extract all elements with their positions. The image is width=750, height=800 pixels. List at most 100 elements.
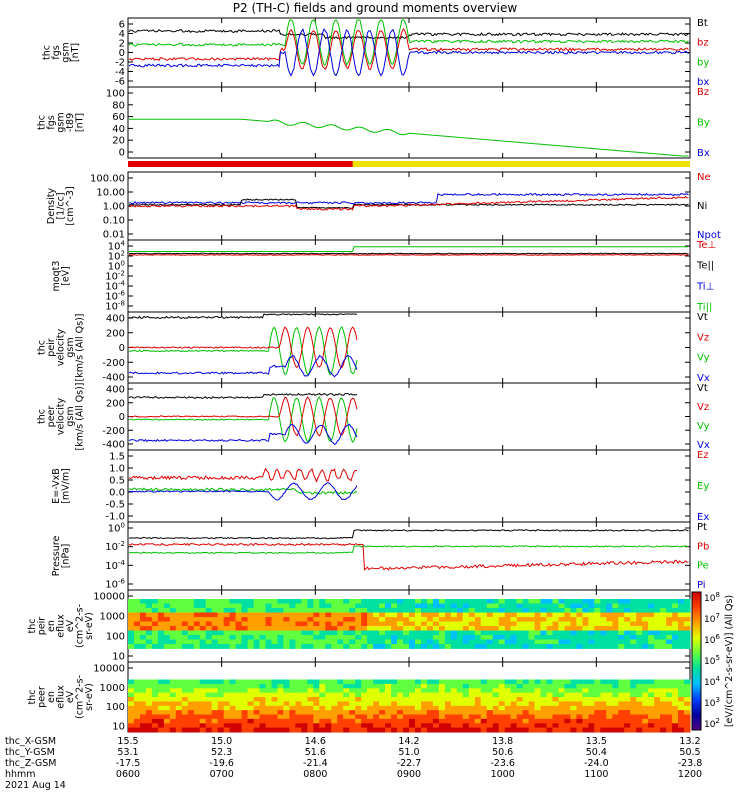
spectrogram-cell	[666, 644, 673, 649]
spectrogram-cell	[421, 603, 428, 609]
spectrogram-cell	[403, 599, 410, 604]
spectrogram-cell	[672, 635, 679, 640]
spectrogram-cell	[397, 603, 404, 609]
colorbar-tick-label: 102	[704, 717, 720, 730]
spectrogram-cell	[169, 644, 177, 649]
spectrogram-cell	[361, 621, 368, 627]
spectrogram-cell	[223, 644, 231, 649]
spectrogram-cell	[277, 608, 284, 613]
spectrogram-cell	[648, 701, 655, 707]
spectrogram-cell	[528, 630, 535, 636]
spectrogram-cell	[642, 621, 649, 627]
spectrogram-cell	[462, 705, 470, 711]
spectrogram-cell	[271, 679, 278, 685]
spectrogram-cell	[534, 599, 541, 604]
spectrogram-cell	[235, 608, 242, 613]
spectrogram-cell	[522, 621, 529, 627]
spectrogram-cell	[528, 621, 535, 627]
spectrogram-cell	[594, 701, 601, 707]
spectrogram-cell	[594, 621, 601, 627]
spectrogram-cell	[678, 626, 685, 631]
spectrogram-cell	[600, 644, 607, 649]
spectrogram-cell	[277, 683, 284, 689]
spectrogram-cell	[217, 603, 225, 609]
spectrogram-cell	[337, 626, 344, 631]
colorbar-tick-label: 108	[704, 591, 720, 604]
y-tick-label: 100	[106, 89, 125, 100]
spectrogram-cell	[140, 701, 147, 707]
spectrogram-cell	[140, 639, 147, 645]
spectrogram-cell	[134, 723, 141, 729]
spectrogram-cell	[265, 635, 272, 640]
spectrogram-cell	[403, 679, 410, 685]
spectrogram-cell	[241, 688, 248, 694]
spectrogram-cell	[474, 723, 482, 729]
spectrogram-cell	[397, 617, 404, 622]
spectrogram-cell	[301, 701, 308, 707]
spectrogram-cell	[444, 639, 452, 645]
spectrogram-cell	[247, 727, 254, 733]
spectrogram-cell	[438, 608, 446, 613]
spectrogram-cell	[301, 630, 308, 636]
spectrogram-cell	[313, 644, 320, 649]
spectrogram-cell	[295, 612, 302, 618]
spectrogram-cell	[187, 599, 195, 604]
spectrogram-cell	[684, 621, 691, 627]
spectrogram-cell	[367, 635, 374, 640]
page-title: P2 (TH-C) fields and ground moments over…	[232, 1, 518, 15]
spectrogram-cell	[564, 701, 571, 707]
spectrogram-cell	[528, 603, 535, 609]
spectrogram-cell	[612, 679, 619, 685]
spectrogram-cell	[582, 639, 589, 645]
spectrogram-cell	[385, 710, 392, 715]
spectrogram-cell	[373, 718, 380, 724]
spectrogram-cell	[421, 621, 428, 627]
spectrogram-cell	[498, 714, 506, 720]
spectrogram-cell	[462, 644, 470, 649]
spectrogram-cell	[325, 639, 332, 645]
spectrogram-cell	[546, 617, 553, 622]
spectrogram-cell	[349, 644, 356, 649]
spectrogram-cell	[403, 603, 410, 609]
spectrogram-cell	[211, 718, 219, 724]
spectrogram-cell	[247, 701, 254, 707]
spectrogram-cell	[331, 603, 338, 609]
spectrogram-cell	[516, 639, 523, 645]
spectrogram-cell	[403, 727, 410, 733]
spectrogram-cell	[672, 723, 679, 729]
spectrogram-cell	[355, 612, 362, 618]
spectrogram-cell	[187, 688, 195, 694]
y-tick-label: 0	[119, 343, 125, 354]
mode-bar-slow	[352, 161, 690, 167]
spectrogram-cell	[618, 714, 625, 720]
spectrogram-cell	[169, 630, 177, 636]
spectrogram-cell	[492, 599, 500, 604]
spectrogram-cell	[367, 644, 374, 649]
spectrogram-cell	[313, 688, 320, 694]
spectrogram-cell	[534, 612, 541, 618]
spectrogram-cell	[516, 688, 523, 694]
spectrogram-cell	[205, 608, 213, 613]
spectrogram-cell	[295, 630, 302, 636]
spectrogram-cell	[498, 688, 506, 694]
spectrogram-cell	[684, 630, 691, 636]
spectrogram-cell	[576, 599, 583, 604]
axis-row-label: hhmm	[5, 769, 36, 780]
spectrogram-cell	[552, 635, 559, 640]
spectrogram-cell	[660, 723, 667, 729]
spectrogram-cell	[558, 723, 565, 729]
spectrogram-cell	[277, 621, 284, 627]
spectrogram-cell	[145, 608, 153, 613]
spectrogram-cell	[253, 683, 260, 689]
panel-frame	[127, 449, 691, 523]
spectrogram-cell	[588, 599, 595, 604]
y-tick-label: 1.0	[109, 464, 125, 475]
spectrogram-cell	[217, 710, 225, 715]
spectrogram-cell	[367, 603, 374, 609]
spectrogram-cell	[564, 714, 571, 720]
spectrogram-cell	[211, 621, 219, 627]
spectrogram-cell	[175, 723, 183, 729]
spectrogram-cell	[486, 608, 494, 613]
spectrogram-cell	[426, 617, 434, 622]
spectrogram-cell	[259, 621, 266, 627]
